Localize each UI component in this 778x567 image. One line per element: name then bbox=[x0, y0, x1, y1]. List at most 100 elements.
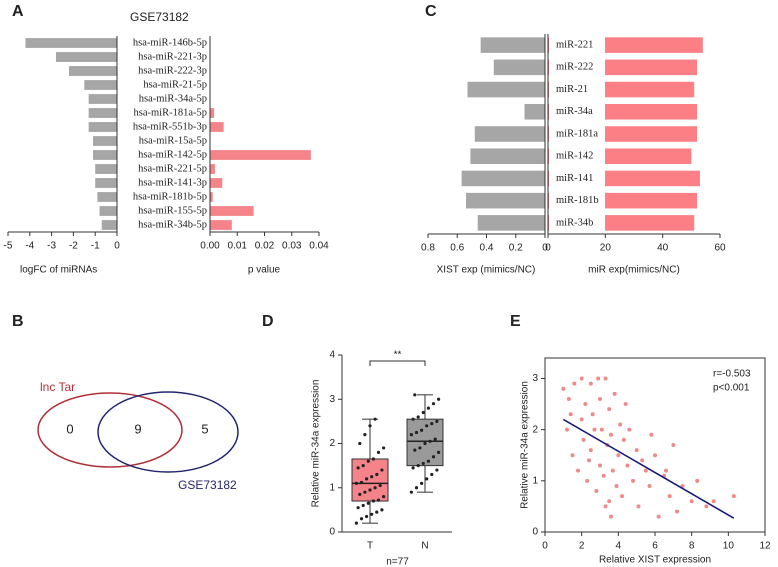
data-point bbox=[609, 514, 613, 519]
data-point bbox=[568, 412, 573, 417]
bar bbox=[55, 52, 117, 62]
bar bbox=[470, 148, 545, 164]
fit-line bbox=[562, 418, 735, 519]
data-point bbox=[636, 504, 641, 509]
data-point bbox=[598, 463, 602, 468]
data-point bbox=[382, 446, 386, 450]
data-point bbox=[576, 468, 580, 473]
data-point bbox=[431, 402, 436, 406]
data-point bbox=[363, 433, 367, 437]
bar bbox=[210, 150, 311, 160]
y-tick-label: 4 bbox=[329, 350, 335, 361]
category-label: hsa-miR-34a-5p bbox=[139, 93, 207, 104]
bar bbox=[101, 220, 117, 230]
y-tick-label: 3 bbox=[532, 373, 538, 384]
data-point bbox=[594, 489, 599, 494]
x-tick-label: 0.04 bbox=[309, 241, 329, 252]
axis-title: Relative XIST expression bbox=[599, 555, 711, 566]
bar bbox=[88, 122, 117, 132]
data-point bbox=[704, 504, 709, 509]
data-point bbox=[430, 472, 434, 477]
data-point bbox=[590, 412, 595, 417]
data-point bbox=[354, 521, 358, 525]
data-point bbox=[375, 510, 379, 514]
bar bbox=[210, 206, 254, 216]
data-point bbox=[621, 437, 626, 442]
data-point bbox=[603, 376, 608, 381]
annotation: ** bbox=[394, 350, 402, 361]
bar bbox=[25, 38, 117, 48]
bar bbox=[210, 192, 213, 202]
venn-set bbox=[37, 392, 183, 468]
data-point bbox=[420, 428, 424, 432]
label-mask bbox=[549, 34, 605, 233]
data-point bbox=[418, 446, 422, 450]
x-tick-label: 0.6 bbox=[450, 243, 464, 254]
data-point bbox=[598, 396, 602, 401]
data-point bbox=[370, 512, 374, 516]
data-point bbox=[409, 490, 413, 494]
bar bbox=[95, 164, 117, 174]
data-point bbox=[647, 483, 652, 488]
x-tick-label: 0 bbox=[114, 241, 120, 252]
data-point bbox=[376, 450, 381, 454]
data-point bbox=[435, 468, 439, 472]
data-point bbox=[368, 488, 372, 492]
category-label: hsa-miR-222-3p bbox=[138, 65, 207, 76]
category-label: hsa-miR-181a-5p bbox=[134, 107, 208, 118]
x-tick-label: 0 bbox=[545, 243, 551, 254]
data-point bbox=[435, 419, 439, 423]
data-point bbox=[411, 466, 415, 470]
venn-count: 0 bbox=[66, 421, 73, 436]
box bbox=[351, 458, 389, 502]
category-label: miR-181b bbox=[556, 195, 599, 206]
x-tick-label: 0.2 bbox=[509, 243, 523, 254]
bar bbox=[210, 164, 215, 174]
category-label: hsa-miR-21-5p bbox=[143, 79, 207, 90]
data-point bbox=[365, 514, 369, 519]
data-point bbox=[603, 504, 608, 509]
data-point bbox=[373, 486, 377, 490]
data-point bbox=[425, 424, 429, 428]
category-label: hsa-miR-141-3p bbox=[138, 177, 207, 188]
axis-title: XIST exp (mimics/NC) bbox=[437, 265, 536, 276]
axis-title: miR exp(mimics/NC) bbox=[588, 265, 680, 276]
chart-title: GSE73182 bbox=[130, 10, 189, 24]
data-point bbox=[416, 415, 420, 419]
x-tick-label: 6 bbox=[652, 541, 658, 552]
data-point bbox=[366, 501, 370, 505]
data-point bbox=[363, 490, 367, 494]
panel-label: D bbox=[262, 313, 274, 330]
data-point bbox=[671, 443, 676, 447]
category-label: hsa-miR-221-3p bbox=[138, 51, 207, 62]
x-tick-label: 20 bbox=[600, 243, 612, 254]
category-label: hsa-miR-221-5p bbox=[138, 163, 207, 174]
data-point bbox=[656, 514, 661, 519]
y-tick-label: 0 bbox=[532, 527, 538, 538]
data-point bbox=[358, 441, 362, 446]
data-point bbox=[359, 480, 364, 485]
bar bbox=[493, 59, 545, 76]
category-label: hsa-miR-142-5p bbox=[138, 149, 207, 160]
x-tick-label: 40 bbox=[657, 243, 669, 254]
data-point bbox=[667, 494, 672, 499]
venn-count: 9 bbox=[134, 421, 141, 436]
data-point bbox=[371, 499, 375, 503]
category-label: miR-34b bbox=[556, 217, 593, 228]
data-point bbox=[612, 391, 617, 396]
bar bbox=[524, 104, 545, 120]
venn-set bbox=[97, 391, 239, 473]
x-tick-label: 12 bbox=[759, 541, 771, 552]
data-point bbox=[376, 498, 381, 502]
data-point bbox=[426, 459, 430, 463]
data-point bbox=[616, 453, 621, 458]
bar bbox=[467, 81, 545, 98]
bar bbox=[88, 94, 117, 104]
data-point bbox=[425, 477, 429, 481]
axis-title: p value bbox=[248, 265, 281, 276]
x-tick-label: 10 bbox=[723, 541, 735, 552]
x-tick-label: -5 bbox=[4, 241, 13, 252]
bar bbox=[210, 108, 215, 118]
x-tick-label: 0.4 bbox=[480, 243, 494, 254]
bar bbox=[88, 108, 117, 118]
